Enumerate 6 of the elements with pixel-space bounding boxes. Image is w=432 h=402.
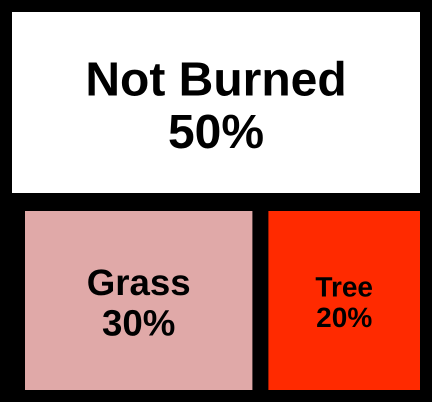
data-label: 20%: [316, 302, 372, 334]
category-label: Not Burned: [85, 53, 347, 106]
category-label: Tree: [315, 271, 374, 302]
data-label: 30%: [102, 302, 176, 344]
data-label: 50%: [168, 106, 264, 160]
category-label: Grass: [86, 262, 191, 303]
